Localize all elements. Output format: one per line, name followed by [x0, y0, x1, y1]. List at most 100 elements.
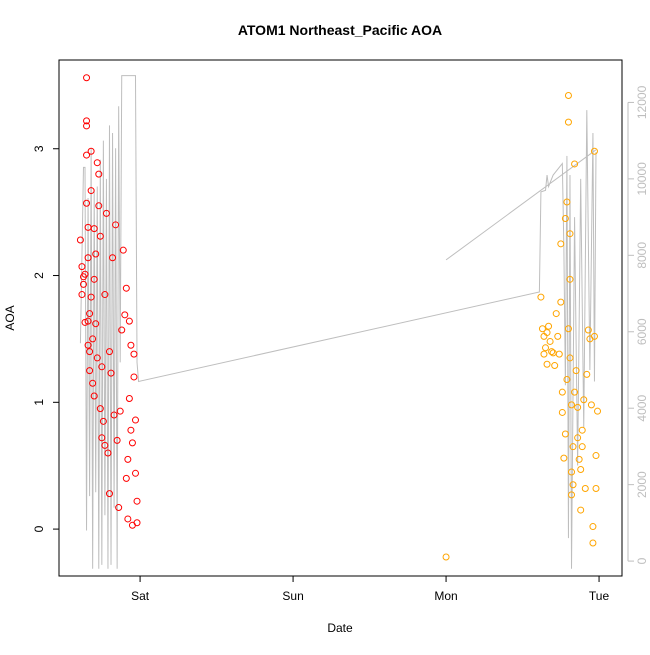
point [89, 335, 97, 343]
point [122, 474, 130, 482]
point [584, 326, 592, 334]
point [563, 375, 571, 383]
point [90, 225, 98, 233]
x-axis-label: Date [327, 621, 353, 635]
y2-tick-label: 8000 [635, 242, 649, 269]
point [84, 317, 92, 325]
point [95, 170, 103, 178]
point [89, 379, 97, 387]
point [83, 199, 91, 207]
y2-tick-label: 10000 [635, 162, 649, 196]
point [102, 209, 110, 217]
x-tick-label: Sun [282, 589, 303, 603]
point [93, 159, 101, 167]
point [571, 160, 579, 168]
point [552, 310, 560, 318]
y-tick-label: 1 [32, 399, 46, 406]
point [590, 332, 598, 340]
point [78, 291, 86, 299]
point [107, 369, 115, 377]
plot-frame [58, 59, 623, 577]
y-tick-label: 0 [32, 525, 46, 532]
point [537, 293, 545, 301]
point [578, 443, 586, 451]
point [581, 485, 589, 493]
point [130, 350, 138, 358]
point [101, 441, 109, 449]
point [92, 250, 100, 258]
point [96, 405, 104, 413]
point [592, 485, 600, 493]
point [587, 401, 595, 409]
point [538, 325, 546, 333]
point [564, 91, 572, 99]
point [93, 354, 101, 362]
point [119, 246, 127, 254]
point [569, 481, 577, 489]
point [578, 426, 586, 434]
point [551, 362, 559, 370]
point [83, 117, 91, 125]
point [543, 329, 551, 337]
point [78, 263, 86, 271]
point [545, 322, 553, 330]
point [557, 298, 565, 306]
point [554, 332, 562, 340]
point [130, 373, 138, 381]
y-axis-label: AOA [3, 305, 17, 330]
point [112, 221, 120, 229]
point [90, 275, 98, 283]
y-tick-label: 2 [32, 272, 46, 279]
x-tick-label: Tue [589, 589, 610, 603]
point [564, 325, 572, 333]
point [568, 401, 576, 409]
point [81, 270, 89, 278]
chart-title: ATOM1 Northeast_Pacific AOA [238, 22, 442, 38]
line [79, 75, 597, 569]
point [99, 417, 107, 425]
point [572, 367, 580, 375]
point [575, 455, 583, 463]
point [127, 341, 135, 349]
point [105, 348, 113, 356]
point [583, 370, 591, 378]
point [109, 254, 117, 262]
point [131, 469, 139, 477]
point [561, 214, 569, 222]
point [113, 436, 121, 444]
point [133, 497, 141, 505]
point [574, 403, 582, 411]
point [81, 318, 89, 326]
point [546, 337, 554, 345]
point [594, 407, 602, 415]
point [543, 360, 551, 368]
point [124, 515, 132, 523]
y-tick-label: 3 [32, 145, 46, 152]
point [121, 311, 129, 319]
point [86, 310, 94, 318]
y2-tick-label: 2000 [635, 471, 649, 498]
point [133, 519, 141, 527]
point [592, 452, 600, 460]
point [131, 416, 139, 424]
point [589, 539, 597, 547]
y2-tick-label: 12000 [635, 85, 649, 119]
point [548, 348, 556, 356]
point [540, 350, 548, 358]
point [580, 396, 588, 404]
point [84, 254, 92, 262]
y2-tick-label: 0 [635, 557, 649, 564]
point [83, 74, 91, 82]
point [76, 236, 84, 244]
point [84, 341, 92, 349]
point [577, 466, 585, 474]
point [560, 454, 568, 462]
point [124, 455, 132, 463]
point [571, 388, 579, 396]
point [95, 202, 103, 210]
point [86, 348, 94, 356]
x-tick-label: Mon [434, 589, 457, 603]
point [128, 439, 136, 447]
point [442, 553, 450, 561]
